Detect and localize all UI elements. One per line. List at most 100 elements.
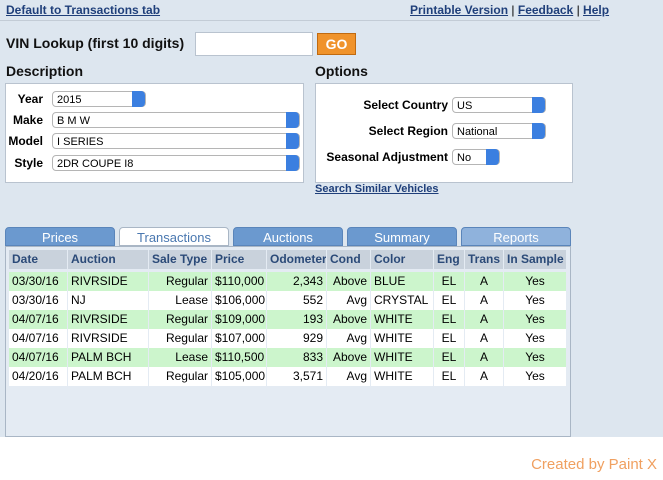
- field-select[interactable]: I SERIES: [52, 133, 300, 149]
- table-cell: WHITE: [371, 367, 433, 386]
- tab[interactable]: Summary: [347, 227, 457, 246]
- table-cell: RIVRSIDE: [68, 310, 148, 329]
- table-cell: Regular: [149, 272, 211, 291]
- tab[interactable]: Auctions: [233, 227, 343, 246]
- select-arrow: [132, 91, 145, 107]
- vin-input[interactable]: [195, 32, 313, 56]
- table-cell: A: [465, 291, 503, 310]
- table-cell: Avg: [327, 329, 370, 348]
- table-cell: 552: [267, 291, 326, 310]
- table-header: Sale Type: [149, 250, 211, 269]
- table-cell: WHITE: [371, 310, 433, 329]
- table-header: In Sample: [504, 250, 566, 269]
- table-cell: 03/30/16: [9, 291, 67, 310]
- table-cell: PALM BCH: [68, 367, 148, 386]
- feedback-link[interactable]: Feedback: [517, 3, 574, 17]
- field-label: Model: [8, 134, 43, 148]
- vin-label: VIN Lookup (first 10 digits): [6, 35, 185, 51]
- select-arrow: [286, 133, 299, 149]
- table-cell: 04/20/16: [9, 367, 67, 386]
- go-button[interactable]: GO: [317, 33, 356, 55]
- table-cell: 2,343: [267, 272, 326, 291]
- field-select[interactable]: 2015: [52, 91, 146, 107]
- field-label: Style: [14, 156, 43, 170]
- select-arrow: [286, 155, 299, 171]
- table-cell: $110,000: [212, 272, 266, 291]
- help-link[interactable]: Help: [583, 3, 610, 17]
- field-label: Seasonal Adjustment: [326, 150, 448, 164]
- table-cell: $105,000: [212, 367, 266, 386]
- table-cell: A: [465, 367, 503, 386]
- table-cell: 03/30/16: [9, 272, 67, 291]
- tab[interactable]: Reports: [461, 227, 571, 246]
- select-arrow: [532, 97, 545, 113]
- table-cell: NJ: [68, 291, 148, 310]
- field-label: Select Region: [368, 124, 448, 138]
- field-select[interactable]: National: [452, 123, 546, 139]
- tab[interactable]: Transactions: [119, 227, 229, 246]
- table-cell: 193: [267, 310, 326, 329]
- table-cell: EL: [434, 310, 464, 329]
- field-select[interactable]: B M W: [52, 112, 300, 128]
- field-select[interactable]: US: [452, 97, 546, 113]
- table-cell: Regular: [149, 310, 211, 329]
- table-cell: A: [465, 348, 503, 367]
- table-cell: 3,571: [267, 367, 326, 386]
- table-cell: CRYSTAL: [371, 291, 433, 310]
- select-arrow: [286, 112, 299, 128]
- table-cell: Regular: [149, 367, 211, 386]
- table-cell: EL: [434, 329, 464, 348]
- options-title: Options: [315, 63, 368, 79]
- printable-link[interactable]: Printable Version: [410, 3, 509, 17]
- table-cell: WHITE: [371, 348, 433, 367]
- table-header: Date: [9, 250, 67, 269]
- table-header: Trans: [465, 250, 503, 269]
- select-arrow: [532, 123, 545, 139]
- separator: |: [511, 3, 515, 17]
- table-cell: EL: [434, 291, 464, 310]
- table-cell: Yes: [504, 329, 566, 348]
- description-title: Description: [6, 63, 84, 79]
- table-header: Eng: [434, 250, 464, 269]
- search-similar-link[interactable]: Search Similar Vehicles: [315, 183, 439, 195]
- table-cell: 04/07/16: [9, 348, 67, 367]
- divider: [0, 20, 600, 21]
- table-cell: Above: [327, 310, 370, 329]
- field-label: Make: [12, 113, 43, 127]
- table-cell: Lease: [149, 291, 211, 310]
- top-right-links: Printable Version | Feedback | Help: [410, 3, 609, 17]
- field-select[interactable]: No: [452, 149, 500, 165]
- table-cell: BLUE: [371, 272, 433, 291]
- table-cell: Yes: [504, 310, 566, 329]
- table-cell: 04/07/16: [9, 310, 67, 329]
- tab[interactable]: Prices: [5, 227, 115, 246]
- table-cell: $106,000: [212, 291, 266, 310]
- table-header: Cond: [327, 250, 370, 269]
- table-cell: Avg: [327, 291, 370, 310]
- field-label: Year: [17, 92, 43, 106]
- table-cell: RIVRSIDE: [68, 329, 148, 348]
- table-cell: EL: [434, 272, 464, 291]
- table-cell: Yes: [504, 272, 566, 291]
- table-cell: Avg: [327, 367, 370, 386]
- select-arrow: [486, 149, 499, 165]
- field-select[interactable]: 2DR COUPE I8: [52, 155, 300, 171]
- watermark: Created by Paint X: [531, 456, 657, 473]
- table-cell: PALM BCH: [68, 348, 148, 367]
- table-cell: 929: [267, 329, 326, 348]
- table-cell: A: [465, 272, 503, 291]
- table-cell: $107,000: [212, 329, 266, 348]
- table-cell: Yes: [504, 367, 566, 386]
- table-cell: EL: [434, 367, 464, 386]
- table-cell: 833: [267, 348, 326, 367]
- default-tab-link[interactable]: Default to Transactions tab: [6, 3, 161, 17]
- table-cell: $110,500: [212, 348, 266, 367]
- table-cell: Regular: [149, 329, 211, 348]
- table-header: Auction: [68, 250, 148, 269]
- table-header: Color: [371, 250, 433, 269]
- table-cell: Above: [327, 272, 370, 291]
- table-cell: Above: [327, 348, 370, 367]
- table-cell: Yes: [504, 348, 566, 367]
- table-cell: Yes: [504, 291, 566, 310]
